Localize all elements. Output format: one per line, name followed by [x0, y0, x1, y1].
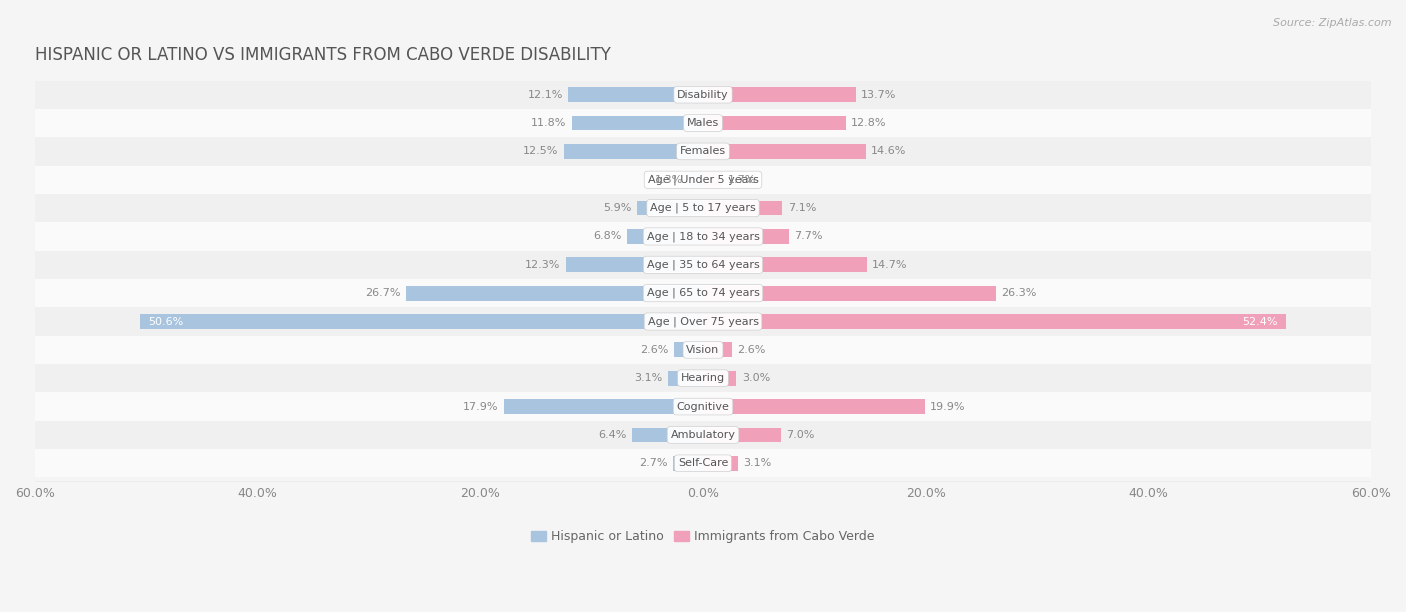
Text: 52.4%: 52.4%	[1241, 316, 1278, 327]
Bar	[35, 279, 1371, 307]
Text: HISPANIC OR LATINO VS IMMIGRANTS FROM CABO VERDE DISABILITY: HISPANIC OR LATINO VS IMMIGRANTS FROM CA…	[35, 46, 610, 64]
Text: 14.6%: 14.6%	[872, 146, 907, 157]
Bar	[35, 307, 1371, 336]
Text: Disability: Disability	[678, 90, 728, 100]
Text: Vision: Vision	[686, 345, 720, 355]
Text: 2.7%: 2.7%	[638, 458, 668, 468]
Bar	[35, 137, 1371, 166]
Text: 6.4%: 6.4%	[598, 430, 626, 440]
Bar	[564, 144, 703, 159]
Bar	[703, 428, 780, 442]
Text: 26.7%: 26.7%	[364, 288, 401, 298]
Bar	[35, 336, 1371, 364]
Bar	[35, 392, 1371, 420]
Bar	[35, 166, 1371, 194]
Bar	[35, 251, 1371, 279]
Bar	[689, 173, 703, 187]
Bar	[703, 258, 866, 272]
Bar	[35, 109, 1371, 137]
Text: 13.7%: 13.7%	[860, 90, 897, 100]
Bar	[35, 81, 1371, 109]
Bar	[703, 173, 721, 187]
Text: 12.5%: 12.5%	[523, 146, 558, 157]
Bar	[139, 314, 703, 329]
Bar	[35, 194, 1371, 222]
Legend: Hispanic or Latino, Immigrants from Cabo Verde: Hispanic or Latino, Immigrants from Cabo…	[526, 526, 880, 548]
Bar	[703, 116, 845, 130]
Text: Hearing: Hearing	[681, 373, 725, 383]
Bar	[703, 371, 737, 386]
Bar	[567, 258, 703, 272]
Bar	[568, 88, 703, 102]
Bar	[703, 144, 866, 159]
Bar	[703, 399, 925, 414]
Text: Females: Females	[681, 146, 725, 157]
Text: 3.1%: 3.1%	[634, 373, 662, 383]
Text: Self-Care: Self-Care	[678, 458, 728, 468]
Text: 3.1%: 3.1%	[744, 458, 772, 468]
Text: 1.7%: 1.7%	[727, 175, 756, 185]
Text: 5.9%: 5.9%	[603, 203, 631, 213]
Text: Age | 35 to 64 years: Age | 35 to 64 years	[647, 259, 759, 270]
Bar	[703, 286, 995, 300]
Text: 26.3%: 26.3%	[1001, 288, 1036, 298]
Text: 14.7%: 14.7%	[872, 260, 908, 270]
Bar	[35, 364, 1371, 392]
Text: 1.3%: 1.3%	[655, 175, 683, 185]
Text: 7.0%: 7.0%	[786, 430, 815, 440]
Bar	[627, 229, 703, 244]
Text: 3.0%: 3.0%	[742, 373, 770, 383]
Bar	[35, 420, 1371, 449]
Bar	[703, 343, 733, 357]
Text: 17.9%: 17.9%	[463, 401, 498, 412]
Bar	[673, 456, 703, 471]
Text: Males: Males	[688, 118, 718, 128]
Text: 2.6%: 2.6%	[738, 345, 766, 355]
Text: Age | 65 to 74 years: Age | 65 to 74 years	[647, 288, 759, 299]
Bar	[703, 88, 855, 102]
Text: 12.3%: 12.3%	[524, 260, 561, 270]
Bar	[673, 343, 703, 357]
Bar	[703, 456, 738, 471]
Bar	[703, 201, 782, 215]
Bar	[406, 286, 703, 300]
Bar	[35, 222, 1371, 251]
Bar	[703, 314, 1286, 329]
Text: 2.6%: 2.6%	[640, 345, 668, 355]
Text: Age | Over 75 years: Age | Over 75 years	[648, 316, 758, 327]
Text: 12.1%: 12.1%	[527, 90, 562, 100]
Text: Cognitive: Cognitive	[676, 401, 730, 412]
Text: 12.8%: 12.8%	[851, 118, 887, 128]
Bar	[503, 399, 703, 414]
Bar	[572, 116, 703, 130]
Bar	[637, 201, 703, 215]
Text: 19.9%: 19.9%	[931, 401, 966, 412]
Text: Ambulatory: Ambulatory	[671, 430, 735, 440]
Text: Age | 5 to 17 years: Age | 5 to 17 years	[650, 203, 756, 214]
Text: 6.8%: 6.8%	[593, 231, 621, 242]
Bar	[668, 371, 703, 386]
Text: 50.6%: 50.6%	[149, 316, 184, 327]
Text: 7.1%: 7.1%	[787, 203, 815, 213]
Bar	[631, 428, 703, 442]
Text: Age | Under 5 years: Age | Under 5 years	[648, 174, 758, 185]
Text: 7.7%: 7.7%	[794, 231, 823, 242]
Bar	[703, 229, 789, 244]
Text: Age | 18 to 34 years: Age | 18 to 34 years	[647, 231, 759, 242]
Text: 11.8%: 11.8%	[530, 118, 567, 128]
Bar	[35, 449, 1371, 477]
Text: Source: ZipAtlas.com: Source: ZipAtlas.com	[1274, 18, 1392, 28]
